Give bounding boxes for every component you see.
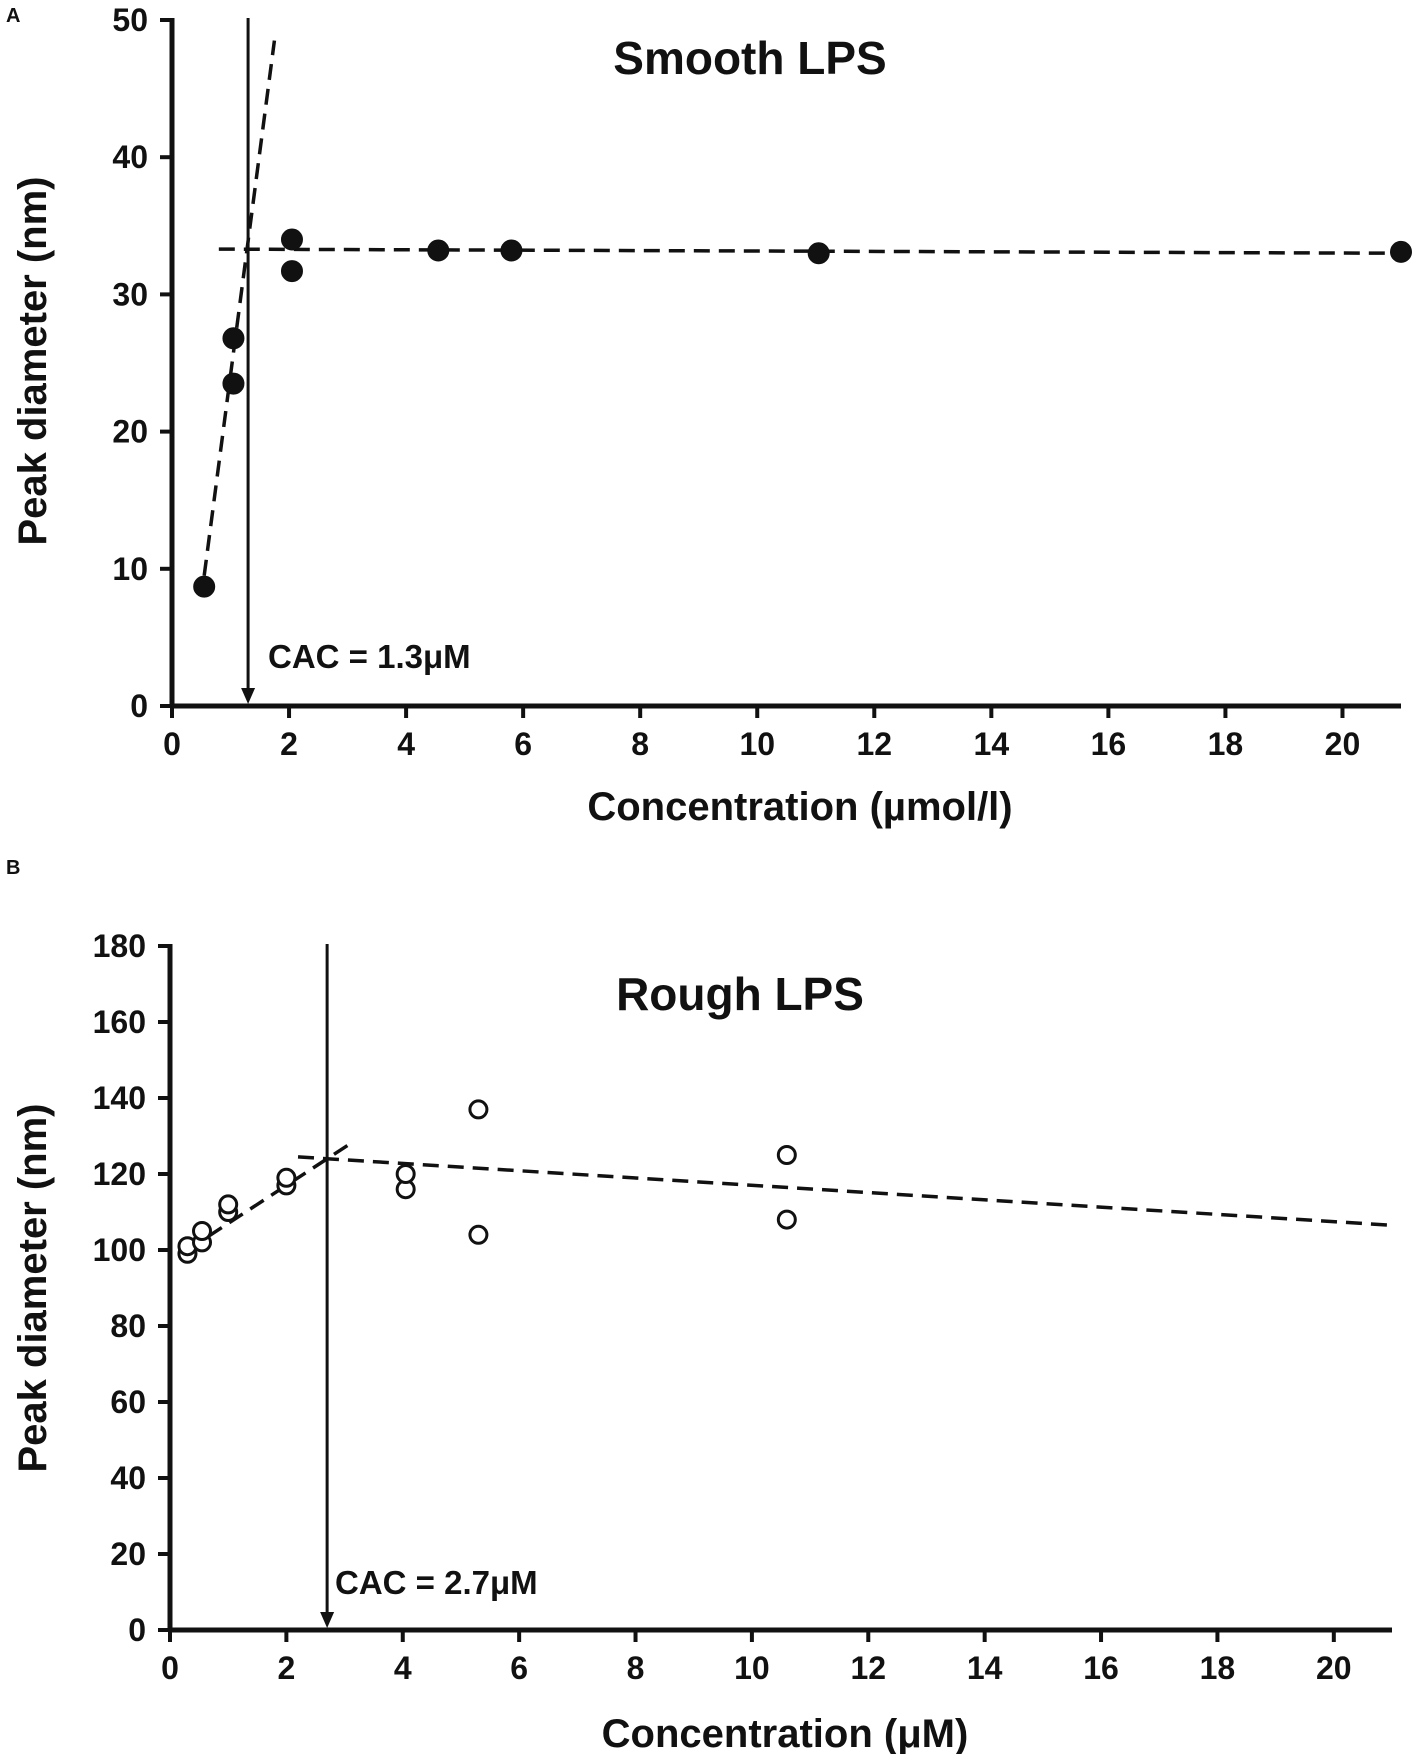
panel-a-x-tick-label: 16 bbox=[1091, 726, 1127, 762]
panel-b-data-point bbox=[192, 1221, 213, 1241]
panel-b-y-tick-label: 0 bbox=[128, 1612, 146, 1648]
panel-b-y-tick-label: 160 bbox=[93, 1004, 146, 1040]
panel-b-cac-arrowhead bbox=[320, 1612, 335, 1628]
panel-b-x-tick-label: 2 bbox=[277, 1650, 295, 1686]
panel-b-x-tick-label: 8 bbox=[627, 1650, 645, 1686]
panel-a-y-tick-label: 10 bbox=[112, 551, 148, 587]
panel-b-x-tick-label: 4 bbox=[394, 1650, 412, 1686]
panel-b-data-point bbox=[276, 1167, 297, 1188]
panel-a: A Smooth LPS Concentration (µmol/l) Peak… bbox=[6, 2, 1412, 829]
panel-a-cac-arrowhead bbox=[241, 688, 256, 704]
panel-b-x-tick-label: 10 bbox=[734, 1650, 770, 1686]
panel-b-x-tick-label: 6 bbox=[510, 1650, 528, 1686]
panel-a-y-tick-label: 20 bbox=[112, 414, 148, 450]
panel-a-y-axis-label: Peak diameter (nm) bbox=[11, 176, 55, 545]
panel-a-data-point bbox=[1390, 240, 1412, 263]
panel-a-fit-line bbox=[218, 247, 1402, 255]
panel-a-x-tick-label: 20 bbox=[1325, 726, 1361, 762]
panel-b-title: Rough LPS bbox=[616, 968, 864, 1020]
panel-b-letter: B bbox=[6, 857, 20, 879]
panel-b-cac-label: CAC = 2.7μM bbox=[335, 1564, 538, 1601]
panel-a-x-tick-label: 4 bbox=[397, 726, 415, 762]
panel-b-data-point bbox=[776, 1209, 797, 1230]
panel-b-fit-line bbox=[297, 1155, 1393, 1228]
panel-a-x-tick-label: 2 bbox=[280, 726, 298, 762]
panel-b-data-point bbox=[468, 1224, 489, 1245]
panel-a-x-tick-label: 8 bbox=[631, 726, 649, 762]
panel-b-y-tick-label: 20 bbox=[110, 1536, 146, 1572]
panel-a-letter: A bbox=[6, 5, 20, 27]
panel-b-y-tick-label: 60 bbox=[110, 1384, 146, 1420]
panel-a-x-tick-label: 0 bbox=[163, 726, 181, 762]
panel-a-x-tick-label: 10 bbox=[739, 726, 775, 762]
panel-b-x-tick-label: 12 bbox=[850, 1650, 886, 1686]
panel-a-y-tick-label: 50 bbox=[112, 2, 148, 38]
panel-b-data-point bbox=[776, 1145, 797, 1165]
panel-b-x-axis-label: Concentration (μM) bbox=[602, 1712, 969, 1754]
panel-b: B Rough LPS Concentration (μM) Peak diam… bbox=[6, 857, 1393, 1754]
panel-b-y-tick-label: 100 bbox=[93, 1232, 146, 1268]
panel-b-x-tick-label: 20 bbox=[1316, 1650, 1352, 1686]
panel-a-data-point bbox=[280, 260, 303, 283]
panel-a-x-axis-label: Concentration (µmol/l) bbox=[587, 785, 1012, 829]
panel-b-fit-line bbox=[186, 1142, 352, 1252]
panel-a-y-tick-label: 30 bbox=[112, 276, 148, 312]
panel-b-y-tick-label: 80 bbox=[110, 1308, 146, 1344]
panel-b-plot-area: 0 2 4 6 8 10 12 14 16 18 20 0 20 40 60 80 100 120 140 160 18… bbox=[93, 928, 1393, 1686]
panel-b-y-tick-label: 120 bbox=[93, 1156, 146, 1192]
panel-a-y-tick-label: 40 bbox=[112, 139, 148, 175]
panel-b-x-tick-label: 18 bbox=[1200, 1650, 1236, 1686]
panel-b-data-point bbox=[395, 1164, 416, 1184]
panel-b-y-tick-label: 140 bbox=[93, 1080, 146, 1116]
panel-b-x-tick-label: 16 bbox=[1083, 1650, 1119, 1686]
panel-a-data-point bbox=[193, 575, 216, 598]
panel-a-x-tick-label: 18 bbox=[1208, 726, 1244, 762]
panel-a-y-tick-label: 0 bbox=[130, 688, 148, 724]
panel-b-y-axis-label: Peak diameter (nm) bbox=[11, 1103, 55, 1472]
panel-b-y-tick-label: 40 bbox=[110, 1460, 146, 1496]
panel-a-data-point bbox=[427, 239, 450, 262]
panel-a-x-tick-label: 12 bbox=[856, 726, 892, 762]
panel-a-plot-area: 0 2 4 6 8 10 12 14 16 18 20 0 10 20 30 40 50 bbox=[112, 2, 1412, 762]
panel-b-y-tick-label: 180 bbox=[93, 928, 146, 964]
panel-a-cac-label: CAC = 1.3μM bbox=[268, 638, 471, 675]
panel-a-data-point bbox=[500, 239, 523, 262]
panel-a-title: Smooth LPS bbox=[613, 32, 886, 84]
panel-a-data-point bbox=[807, 242, 830, 265]
panel-b-x-tick-label: 14 bbox=[967, 1650, 1003, 1686]
panel-a-data-point bbox=[280, 228, 303, 251]
panel-a-x-tick-label: 14 bbox=[974, 726, 1010, 762]
panel-a-fit-line bbox=[202, 40, 277, 576]
panel-b-data-point bbox=[218, 1194, 239, 1215]
panel-b-x-tick-label: 0 bbox=[161, 1650, 179, 1686]
panel-b-data-point bbox=[468, 1099, 489, 1120]
panel-a-data-point bbox=[222, 372, 245, 395]
panel-a-x-tick-label: 6 bbox=[514, 726, 532, 762]
panel-a-data-point bbox=[222, 327, 245, 350]
